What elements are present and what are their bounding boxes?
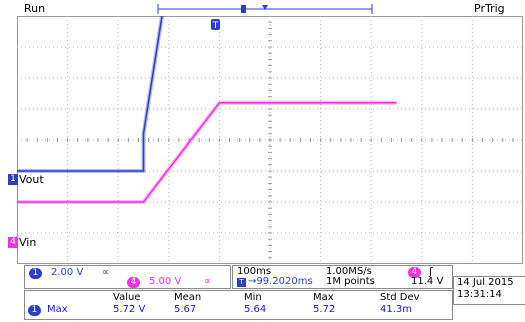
- meas-value: 5.72 V: [113, 304, 146, 315]
- channel-1-number: 1: [8, 174, 18, 185]
- meas-std-dev: 41.3m: [380, 304, 413, 315]
- date-text: 14 Jul 2015: [457, 277, 514, 288]
- channel-1-badge: 1: [29, 268, 42, 279]
- top-status-bar: Run PrTrig: [0, 0, 525, 18]
- sample-rate: 1.00MS/s: [326, 266, 372, 277]
- trace-vin: [17, 100, 397, 204]
- horizontal-position-icon: T: [237, 278, 246, 287]
- meas-header-min: Min: [244, 292, 262, 303]
- trigger-status: PrTrig: [474, 2, 505, 15]
- trace-vout: [17, 16, 165, 173]
- meas-type: Max: [47, 304, 68, 315]
- channel-4-scale: 5.00 V: [149, 276, 182, 287]
- graticule: [17, 16, 523, 264]
- meas-header-std-dev: Std Dev: [380, 292, 420, 303]
- meas-mean: 5.67: [174, 304, 197, 315]
- timebase-trigger-panel[interactable]: 100ms 1.00MS/s 4 ʃ T →99.2020ms 1M point…: [232, 265, 453, 289]
- channel-1-coupling-icon: ∝: [102, 267, 110, 278]
- date-time-display: 14 Jul 2015 13:31:14: [453, 276, 525, 305]
- meas-header-max: Max: [313, 292, 334, 303]
- meas-header-value: Value: [113, 292, 141, 303]
- trigger-position-marker[interactable]: T: [211, 19, 220, 31]
- acquisition-status[interactable]: Run: [24, 2, 46, 15]
- channel-scale-panel[interactable]: 1 2.00 V ∝ 4 5.00 V ∝: [24, 265, 231, 289]
- meas-header-mean: Mean: [174, 292, 202, 303]
- channel-1-label[interactable]: 1 Vout: [8, 173, 44, 186]
- trigger-level: 11.4 V: [411, 276, 444, 287]
- record-length: 1M points: [326, 276, 375, 287]
- time-per-div: 100ms: [237, 266, 272, 277]
- trigger-source-badge: 4: [408, 267, 421, 278]
- horizontal-position: →99.2020ms: [248, 276, 313, 287]
- channel-4-name: Vin: [19, 236, 37, 249]
- meas-channel-badge: 1: [28, 305, 41, 316]
- channel-4-label[interactable]: 4 Vin: [8, 236, 36, 249]
- record-position-indicator[interactable]: [0, 0, 525, 18]
- meas-min: 5.64: [244, 304, 267, 315]
- time-text: 13:31:14: [457, 289, 502, 300]
- channel-1-name: Vout: [19, 173, 44, 186]
- channel-1-scale: 2.00 V: [51, 267, 84, 278]
- channel-4-badge: 4: [127, 277, 140, 288]
- channel-4-number: 4: [8, 237, 18, 248]
- trigger-marker-text: T: [212, 21, 219, 31]
- measurement-panel[interactable]: Value Mean Min Max Std Dev 1 Max 5.72 V …: [24, 290, 453, 320]
- waveform-display[interactable]: T: [17, 16, 523, 264]
- channel-4-coupling-icon: ∝: [204, 276, 212, 287]
- meas-max: 5.72: [313, 304, 336, 315]
- rising-edge-icon: ʃ: [429, 265, 433, 278]
